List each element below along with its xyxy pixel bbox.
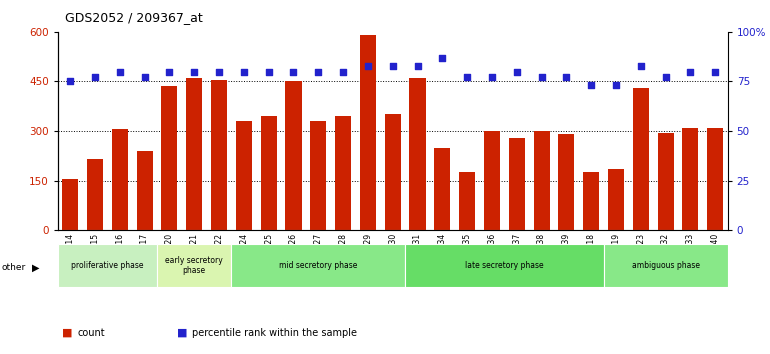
Bar bbox=[484, 131, 500, 230]
Bar bbox=[360, 35, 376, 230]
Bar bbox=[232, 244, 405, 287]
Text: ambiguous phase: ambiguous phase bbox=[631, 261, 700, 270]
Point bbox=[511, 69, 523, 74]
Text: proliferative phase: proliferative phase bbox=[71, 261, 144, 270]
Point bbox=[139, 75, 151, 80]
Point bbox=[659, 75, 671, 80]
Point bbox=[561, 75, 573, 80]
Point bbox=[337, 69, 350, 74]
Bar bbox=[112, 129, 128, 230]
Bar bbox=[136, 151, 152, 230]
Point bbox=[64, 79, 76, 84]
Bar bbox=[58, 244, 157, 287]
Bar bbox=[335, 116, 351, 230]
Point bbox=[535, 75, 547, 80]
Text: percentile rank within the sample: percentile rank within the sample bbox=[192, 328, 357, 338]
Text: mid secretory phase: mid secretory phase bbox=[279, 261, 357, 270]
Point bbox=[188, 69, 200, 74]
Bar bbox=[682, 128, 698, 230]
Bar bbox=[658, 133, 674, 230]
Text: other: other bbox=[2, 263, 25, 272]
Bar bbox=[459, 172, 475, 230]
Bar bbox=[608, 169, 624, 230]
Bar bbox=[604, 244, 728, 287]
Point bbox=[634, 63, 647, 68]
Text: late secretory phase: late secretory phase bbox=[465, 261, 544, 270]
Text: ▶: ▶ bbox=[32, 262, 40, 272]
Point bbox=[585, 82, 598, 88]
Bar bbox=[633, 88, 649, 230]
Bar bbox=[410, 78, 426, 230]
Point bbox=[685, 69, 697, 74]
Bar bbox=[558, 134, 574, 230]
Point bbox=[163, 69, 176, 74]
Point bbox=[709, 69, 721, 74]
Bar bbox=[260, 116, 276, 230]
Point bbox=[436, 55, 448, 61]
Bar bbox=[385, 114, 400, 230]
Point bbox=[238, 69, 250, 74]
Point bbox=[362, 63, 374, 68]
Bar bbox=[434, 148, 450, 230]
Bar bbox=[236, 121, 252, 230]
Point bbox=[263, 69, 275, 74]
Bar bbox=[211, 80, 227, 230]
Bar bbox=[186, 78, 203, 230]
Bar bbox=[162, 86, 177, 230]
Point bbox=[486, 75, 498, 80]
Bar bbox=[405, 244, 604, 287]
Bar bbox=[310, 121, 326, 230]
Bar bbox=[509, 138, 525, 230]
Text: GDS2052 / 209367_at: GDS2052 / 209367_at bbox=[65, 11, 203, 24]
Bar bbox=[62, 179, 79, 230]
Point bbox=[213, 69, 225, 74]
Bar bbox=[157, 244, 232, 287]
Bar bbox=[87, 159, 103, 230]
Bar bbox=[707, 128, 723, 230]
Text: count: count bbox=[77, 328, 105, 338]
Point bbox=[411, 63, 424, 68]
Point bbox=[461, 75, 474, 80]
Point bbox=[287, 69, 300, 74]
Point bbox=[89, 75, 101, 80]
Bar bbox=[583, 172, 599, 230]
Text: early secretory
phase: early secretory phase bbox=[166, 256, 223, 275]
Point bbox=[387, 63, 399, 68]
Text: ■: ■ bbox=[62, 328, 72, 338]
Point bbox=[114, 69, 126, 74]
Text: ■: ■ bbox=[177, 328, 188, 338]
Point bbox=[312, 69, 324, 74]
Point bbox=[610, 82, 622, 88]
Bar bbox=[534, 131, 550, 230]
Bar bbox=[286, 81, 302, 230]
